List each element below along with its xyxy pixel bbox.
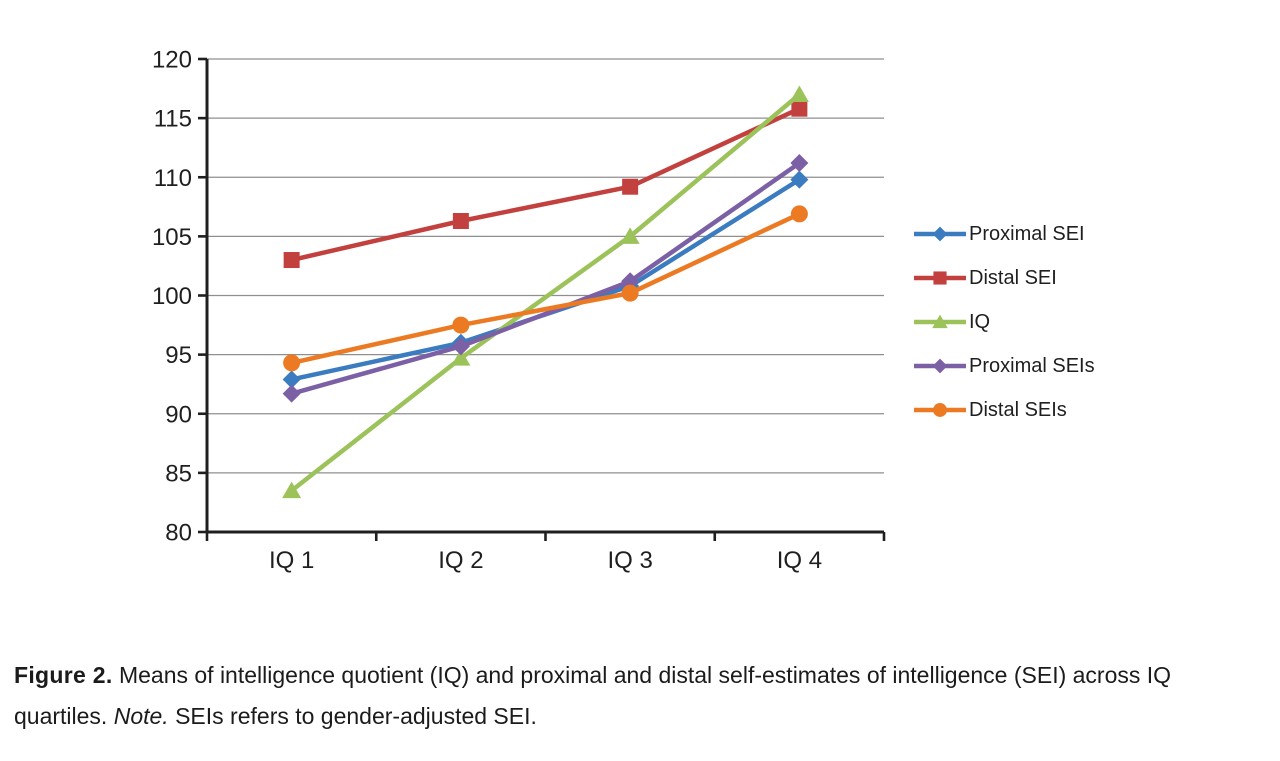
legend-swatch-diamond-icon [914, 226, 966, 242]
series-line [289, 177, 802, 382]
x-axis-tick-label: IQ 1 [269, 547, 314, 574]
y-axis-tick-label: 115 [154, 106, 192, 133]
legend-item-distal-sei: Distal SEI [913, 256, 1095, 300]
y-axis-tick-label: 80 [165, 520, 192, 547]
y-axis-tick-label: 120 [152, 47, 192, 74]
data-point-marker-diamond [621, 272, 640, 291]
legend-item-proximal-seis: Proximal SEIs [913, 344, 1095, 388]
y-axis-tick-label: 95 [165, 342, 192, 369]
data-point-marker-square [622, 178, 639, 195]
data-point-marker-circle [283, 354, 301, 372]
legend-item-proximal-sei: Proximal SEI [913, 212, 1095, 256]
y-axis-tick-label: 105 [152, 224, 192, 251]
data-point-marker-square [791, 100, 808, 117]
data-point-marker-diamond [790, 154, 809, 173]
data-point-marker-diamond [790, 170, 809, 189]
legend-swatch-triangle-icon [914, 314, 966, 329]
caption-note-label: Note. [113, 703, 169, 729]
y-axis-tick-label: 110 [154, 165, 192, 192]
series-line [289, 106, 802, 263]
chart-area: 120 115 110 105 100 95 90 85 80 IQ 1 IQ 2 IQ 3 IQ 4 … [152, 47, 1095, 575]
legend-label: Proximal SEIs [969, 354, 1095, 377]
iq-sei-line-chart: 120 115 110 105 100 95 90 85 80 IQ 1 IQ 2 IQ 3 IQ 4 [152, 47, 886, 574]
caption-body-1: Means of intelligence quotient (IQ) and … [14, 662, 1172, 729]
y-axis-tick-label: 90 [165, 401, 192, 428]
legend-swatch-square-icon [914, 271, 966, 285]
series-line [289, 92, 802, 493]
series-proximal-seis [282, 154, 809, 403]
series-line [289, 160, 802, 396]
data-point-marker-triangle [451, 349, 471, 366]
data-point-marker-diamond [282, 370, 301, 389]
data-point-marker-circle [933, 403, 947, 417]
chart-legend: Proximal SEI Distal SEI IQ Proximal SEIs Dis… [913, 212, 1095, 432]
data-point-marker-circle [790, 205, 808, 223]
series-iq [282, 85, 809, 499]
data-point-marker-diamond [451, 337, 470, 356]
data-point-marker-circle [452, 316, 470, 334]
series-distal-seis [283, 205, 808, 372]
caption-figure-label: Figure 2. [14, 662, 113, 688]
legend-label: Proximal SEI [969, 222, 1085, 245]
legend-label: Distal SEIs [969, 398, 1067, 421]
data-point-marker-diamond [932, 226, 948, 242]
series-distal-sei [283, 100, 808, 269]
legend-item-distal-seis: Distal SEIs [913, 388, 1095, 432]
legend-label: IQ [969, 310, 991, 333]
y-axis-tick-label: 85 [165, 460, 192, 487]
data-point-marker-circle [621, 284, 639, 302]
legend-swatch-diamond-icon [914, 358, 966, 374]
legend-swatch-circle-icon [914, 403, 966, 417]
data-point-marker-diamond [282, 384, 301, 403]
x-axis-tick-label: IQ 2 [438, 547, 483, 574]
figure-caption: Figure 2. Means of intelligence quotient… [14, 655, 1268, 737]
data-point-marker-square [933, 271, 947, 285]
series-line [289, 211, 802, 366]
data-point-marker-triangle [932, 314, 948, 329]
data-point-marker-square [283, 252, 300, 269]
data-point-marker-triangle [282, 481, 302, 499]
y-axis-tick-label: 100 [152, 283, 192, 310]
legend-label: Distal SEI [969, 266, 1057, 289]
data-point-marker-square [452, 213, 469, 230]
data-point-marker-diamond [932, 358, 948, 374]
x-axis-tick-label: IQ 4 [777, 547, 822, 574]
data-point-marker-triangle [789, 85, 809, 102]
data-point-marker-triangle [620, 227, 640, 244]
x-axis-tick-label: IQ 3 [607, 547, 652, 574]
caption-body-2: SEIs refers to gender-adjusted SEI. [168, 703, 537, 729]
legend-item-iq: IQ [913, 300, 1095, 344]
